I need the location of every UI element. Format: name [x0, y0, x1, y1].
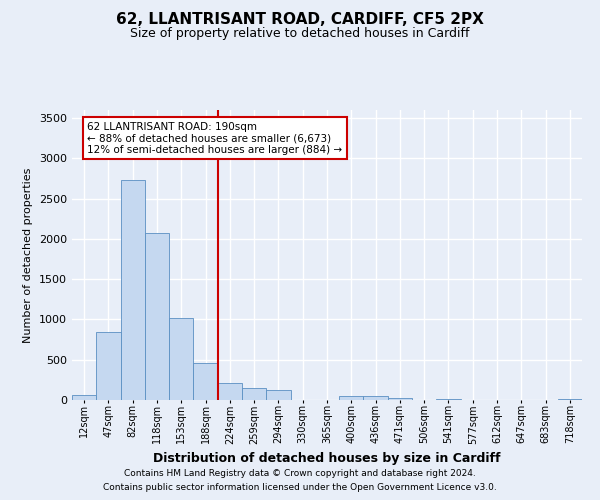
Text: Contains HM Land Registry data © Crown copyright and database right 2024.: Contains HM Land Registry data © Crown c…	[124, 468, 476, 477]
Bar	[121, 180, 145, 400]
Bar	[364, 396, 388, 400]
Bar	[558, 399, 582, 400]
Bar	[169, 318, 193, 400]
Bar	[266, 390, 290, 400]
Y-axis label: Number of detached properties: Number of detached properties	[23, 168, 34, 342]
X-axis label: Distribution of detached houses by size in Cardiff: Distribution of detached houses by size …	[153, 452, 501, 465]
Text: Contains public sector information licensed under the Open Government Licence v3: Contains public sector information licen…	[103, 484, 497, 492]
Text: 62 LLANTRISANT ROAD: 190sqm
← 88% of detached houses are smaller (6,673)
12% of : 62 LLANTRISANT ROAD: 190sqm ← 88% of det…	[88, 122, 343, 155]
Bar	[339, 396, 364, 400]
Bar	[96, 332, 121, 400]
Bar	[145, 233, 169, 400]
Bar	[218, 383, 242, 400]
Bar	[72, 395, 96, 400]
Bar	[193, 363, 218, 400]
Text: Size of property relative to detached houses in Cardiff: Size of property relative to detached ho…	[130, 28, 470, 40]
Bar	[436, 399, 461, 400]
Bar	[388, 398, 412, 400]
Text: 62, LLANTRISANT ROAD, CARDIFF, CF5 2PX: 62, LLANTRISANT ROAD, CARDIFF, CF5 2PX	[116, 12, 484, 28]
Bar	[242, 388, 266, 400]
